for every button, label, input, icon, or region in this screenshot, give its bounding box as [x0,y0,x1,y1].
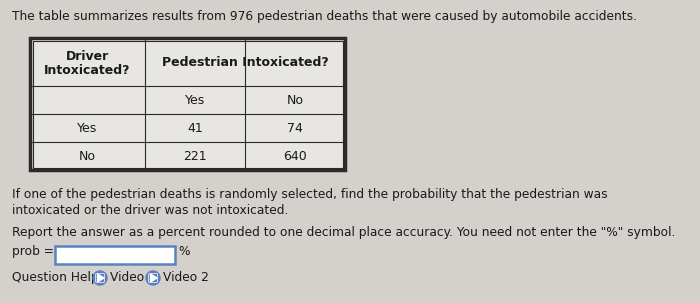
Text: If one of the pedestrian deaths is randomly selected, find the probability that : If one of the pedestrian deaths is rando… [12,188,608,201]
FancyBboxPatch shape [95,274,104,282]
Bar [30,38,345,170]
Text: 41: 41 [187,122,203,135]
Text: The table summarizes results from 976 pedestrian deaths that were caused by auto: The table summarizes results from 976 pe… [12,10,637,23]
Text: 221: 221 [183,149,206,162]
Text: 640: 640 [283,149,307,162]
Text: Driver: Driver [66,49,109,62]
Circle shape [93,271,107,285]
Text: No: No [286,94,304,106]
Bar [55,246,175,264]
Text: Video 2: Video 2 [163,271,209,284]
Text: 74: 74 [287,122,303,135]
Text: Report the answer as a percent rounded to one decimal place accuracy. You need n: Report the answer as a percent rounded t… [12,226,676,239]
Text: Pedestrian Intoxicated?: Pedestrian Intoxicated? [162,55,328,68]
Bar [32,41,342,168]
Text: %: % [178,245,190,258]
Text: Yes: Yes [185,94,205,106]
Polygon shape [150,274,157,282]
Polygon shape [97,274,104,282]
FancyBboxPatch shape [148,274,158,282]
Text: intoxicated or the driver was not intoxicated.: intoxicated or the driver was not intoxi… [12,204,288,217]
Text: Intoxicated?: Intoxicated? [44,64,131,76]
Text: Video 1: Video 1 [110,271,156,284]
Text: No: No [79,149,96,162]
Bar [30,38,345,170]
Text: prob =: prob = [12,245,54,258]
Text: Yes: Yes [78,122,97,135]
Circle shape [146,271,160,285]
Text: Question Help:: Question Help: [12,271,103,284]
